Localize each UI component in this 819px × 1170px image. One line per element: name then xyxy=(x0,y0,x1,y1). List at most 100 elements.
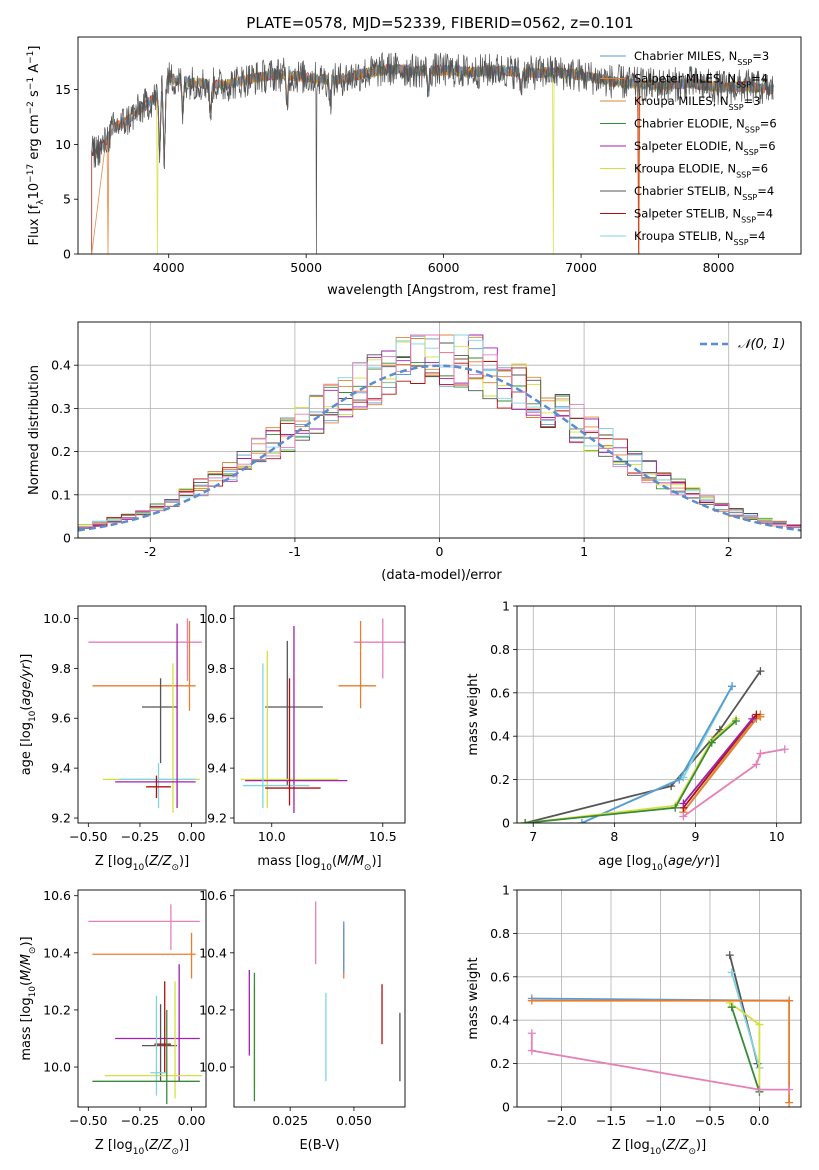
label-part: M/M xyxy=(19,954,34,981)
weight-marker xyxy=(679,812,688,821)
x-tick-label: 2 xyxy=(725,544,733,559)
y-tick-label: 0.4 xyxy=(490,729,510,744)
label-part: ] xyxy=(27,46,42,51)
label-part: ⊙ xyxy=(171,863,179,873)
x-tick-label: 0.00 xyxy=(178,1113,206,1128)
legend-label-end: =3 xyxy=(752,49,769,63)
y-tick-label: 9.6 xyxy=(207,711,227,726)
x-axis-label: mass [log10(M/M⊙)] xyxy=(257,854,381,873)
axes-frame xyxy=(233,605,406,824)
weight-marker xyxy=(752,710,761,719)
panel-age_vs_mass: 10.0 10.5 9.2 9.4 9.6 9.8 10.0 mass [log10(M/M⊙… xyxy=(199,605,406,873)
y-tick-label: 0.2 xyxy=(490,772,510,787)
legend-label-sub: SSP xyxy=(745,125,760,134)
label-part: ( xyxy=(144,854,149,869)
x-tick-label: 0.025 xyxy=(272,1113,308,1128)
legend-label: Kroupa STELIB, NSSP=4 xyxy=(634,229,765,247)
label-part: age/yr xyxy=(19,662,34,705)
weight-marker xyxy=(521,819,530,823)
panel-age_vs_Z: −0.50 −0.25 0.009.29.49.69.810.0Z [log10(Z… xyxy=(19,605,207,873)
label-part: Z/Z xyxy=(148,1138,172,1153)
x-tick-label: −0.50 xyxy=(69,829,107,844)
label-part: age [log xyxy=(19,722,34,775)
y-tick-label: 15 xyxy=(55,82,71,97)
weight-marker xyxy=(727,1003,736,1012)
label-part: )] xyxy=(19,654,34,664)
y-tick-label: 0 xyxy=(502,1100,510,1115)
legend-label-sub: SSP xyxy=(742,193,757,202)
weight-line xyxy=(682,718,753,805)
panel-weight_vs_Z: −2.0 −1.5 −1.0 −0.5 0.0 0 0.2 0.4 0.6 0.8 1 Z [log1… xyxy=(466,883,802,1157)
y-tick-label: 0 xyxy=(63,531,71,546)
x-tick-label: −1.0 xyxy=(645,1113,675,1128)
weight-marker xyxy=(728,682,737,691)
legend-label: Salpeter ELODIE, NSSP=6 xyxy=(634,139,776,157)
weight-line xyxy=(530,1033,790,1091)
weight-marker xyxy=(527,1029,536,1038)
y-tick-label: 10.0 xyxy=(43,611,71,626)
y-tick-label: 1 xyxy=(502,599,510,614)
y-axis-label: Flux [fλ10−17 erg cm−2 s−1 A−1] xyxy=(26,46,46,246)
label-part: mass [log xyxy=(257,854,320,869)
x-tick-label: 0.050 xyxy=(336,1113,372,1128)
data-point-errorbar xyxy=(119,763,196,809)
weight-marker xyxy=(725,951,734,960)
label-part: M/M xyxy=(337,854,364,869)
y-tick-label: 10.0 xyxy=(199,611,227,626)
data-point-errorbar xyxy=(92,1009,200,1105)
data-point-errorbar xyxy=(115,964,200,1082)
plot-area-age_vs_mass xyxy=(240,618,405,814)
x-tick-label: 8 xyxy=(610,829,618,844)
label-part: (data-model)/error xyxy=(381,568,502,583)
weight-marker xyxy=(675,775,684,784)
label-part: Z [log xyxy=(95,1138,133,1153)
x-tick-label: −2.0 xyxy=(546,1113,576,1128)
x-tick-label: 1 xyxy=(580,544,588,559)
label-part: −17 xyxy=(26,164,36,183)
y-tick-label: 0.2 xyxy=(490,1056,510,1071)
y-tick-label: 0 xyxy=(502,816,510,831)
legend-label-sub: SSP xyxy=(741,215,756,224)
x-axis-label: Z [log10(Z/Z⊙)] xyxy=(95,854,189,873)
label-part: E(B-V) xyxy=(299,1138,339,1153)
axes-frame xyxy=(77,321,802,539)
y-tick-label: 0.4 xyxy=(51,358,71,373)
y-tick-label: 9.6 xyxy=(51,711,71,726)
weight-marker xyxy=(527,996,536,1005)
label-part: Z/Z xyxy=(148,854,172,869)
label-part: ( xyxy=(332,854,337,869)
label-part: 10 xyxy=(133,863,145,873)
x-tick-label: 0.0 xyxy=(749,1113,769,1128)
axes-frame xyxy=(233,889,406,1108)
y-tick-label: 0.8 xyxy=(490,926,510,941)
data-point-errorbar xyxy=(245,625,348,814)
y-tick-label: 10.0 xyxy=(199,1060,227,1075)
legend-label-main: Chabrier STELIB, N xyxy=(634,184,742,198)
label-part: Normed distribution xyxy=(27,365,42,495)
x-tick-label: -2 xyxy=(144,544,156,559)
legend-label-main: Kroupa ELODIE, N xyxy=(634,162,736,176)
plot-area-weight_vs_Z xyxy=(527,951,794,1107)
legend-label: Chabrier STELIB, NSSP=4 xyxy=(634,184,774,202)
plot-area-mass_vs_EBV xyxy=(248,901,401,1102)
x-tick-label: −0.5 xyxy=(695,1113,725,1128)
label-part: ⊙ xyxy=(28,947,38,955)
label-part: ( xyxy=(19,981,34,986)
y-tick-label: 10 xyxy=(55,137,71,152)
data-point-errorbar xyxy=(353,618,405,679)
label-part: age [log xyxy=(598,854,651,869)
weight-marker xyxy=(732,717,741,726)
weight-line xyxy=(524,670,762,823)
data-point-errorbar xyxy=(115,623,196,809)
figure-title: PLATE=0578, MJD=52339, FIBERID=0562, z=0… xyxy=(246,14,633,32)
legend-label-sub: SSP xyxy=(744,148,759,157)
weight-marker xyxy=(748,714,757,723)
plot-area-age_vs_Z xyxy=(88,618,202,814)
y-axis-label: Normed distribution xyxy=(27,365,42,495)
y-tick-label: 9.2 xyxy=(51,811,71,826)
x-axis-label: age [log10(age/yr)] xyxy=(598,854,720,873)
label-part: 10 xyxy=(321,863,333,873)
legend-label-end: =6 xyxy=(759,139,776,153)
weight-marker xyxy=(785,1085,794,1094)
